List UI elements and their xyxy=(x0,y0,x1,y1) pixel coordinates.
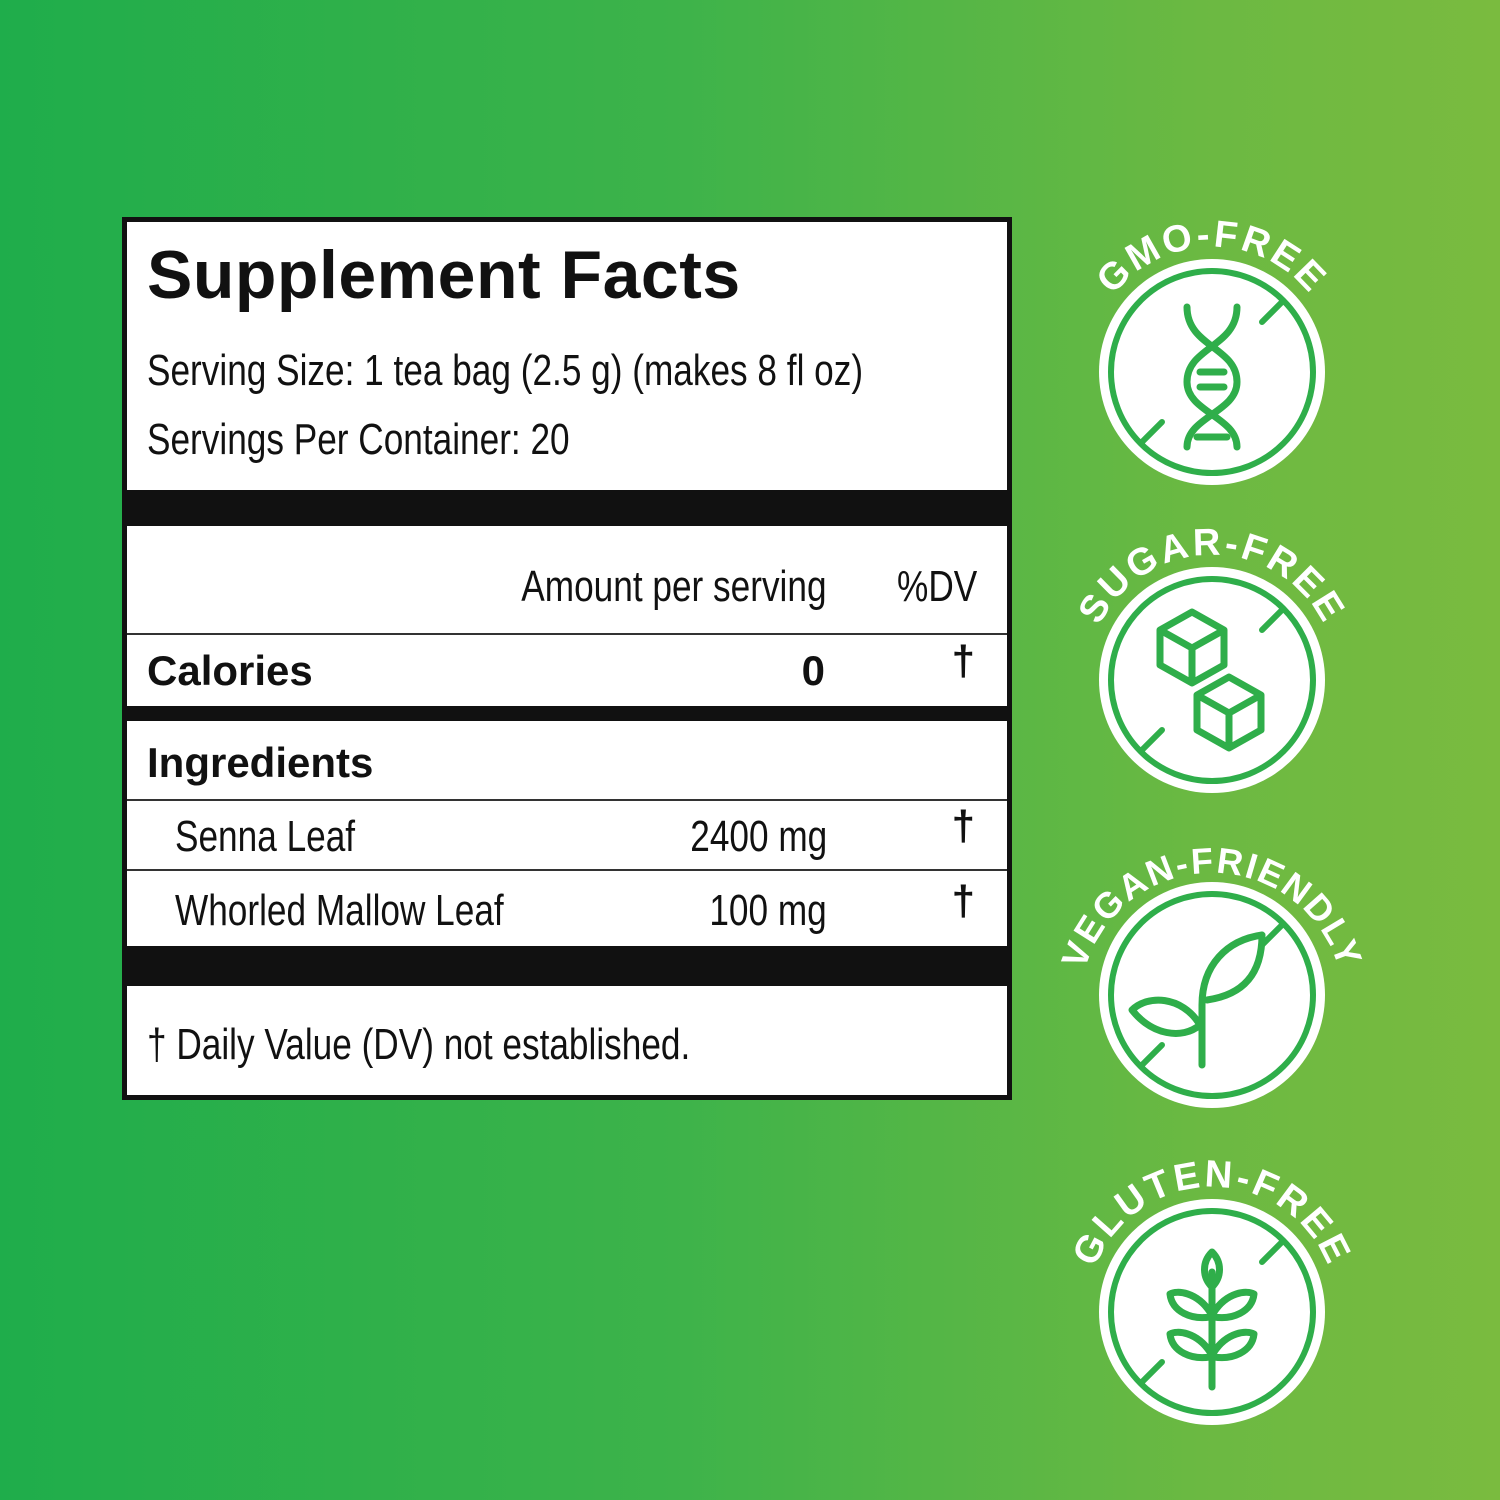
divider-thick xyxy=(127,490,1007,526)
wheat-icon xyxy=(1166,1248,1258,1391)
calories-label: Calories xyxy=(147,647,313,694)
calories-amount: 0 xyxy=(801,647,825,694)
badge-sugar-free: SUGAR-FREE xyxy=(1070,522,1351,793)
ingredient-amount: 100 mg xyxy=(709,886,827,935)
supplement-facts-panel: Supplement Facts Serving Size: 1 tea bag… xyxy=(122,217,1012,1100)
footnote: † Daily Value (DV) not established. xyxy=(147,1020,691,1069)
panel-title: Supplement Facts xyxy=(147,237,741,313)
dv-header: %DV xyxy=(896,562,977,611)
ingredient-name: Whorled Mallow Leaf xyxy=(175,886,504,935)
sprout-icon xyxy=(1128,931,1266,1069)
badge-gluten-free: GLUTEN-FREE xyxy=(1065,1153,1356,1425)
sugar-cubes-icon xyxy=(1156,608,1265,752)
dna-icon xyxy=(1183,303,1241,451)
divider xyxy=(127,869,1007,871)
amount-header: Amount per serving xyxy=(521,562,827,611)
divider xyxy=(127,633,1007,635)
ingredient-name: Senna Leaf xyxy=(175,812,356,861)
ingredient-dv: † xyxy=(951,802,975,849)
badge-vegan-friendly: VEGAN-FRIENDLY xyxy=(1053,840,1369,1108)
serving-size: Serving Size: 1 tea bag (2.5 g) (makes 8… xyxy=(147,346,864,395)
ingredient-amount: 2400 mg xyxy=(690,812,827,861)
ingredient-dv: † xyxy=(951,877,975,924)
calories-dv: † xyxy=(951,637,975,684)
divider-thick xyxy=(127,946,1007,986)
divider-medium xyxy=(127,706,1007,721)
servings-per-container: Servings Per Container: 20 xyxy=(147,415,570,464)
badge-gmo-free: GMO-FREE xyxy=(1089,214,1332,485)
ingredients-heading: Ingredients xyxy=(147,739,374,786)
divider xyxy=(127,799,1007,801)
